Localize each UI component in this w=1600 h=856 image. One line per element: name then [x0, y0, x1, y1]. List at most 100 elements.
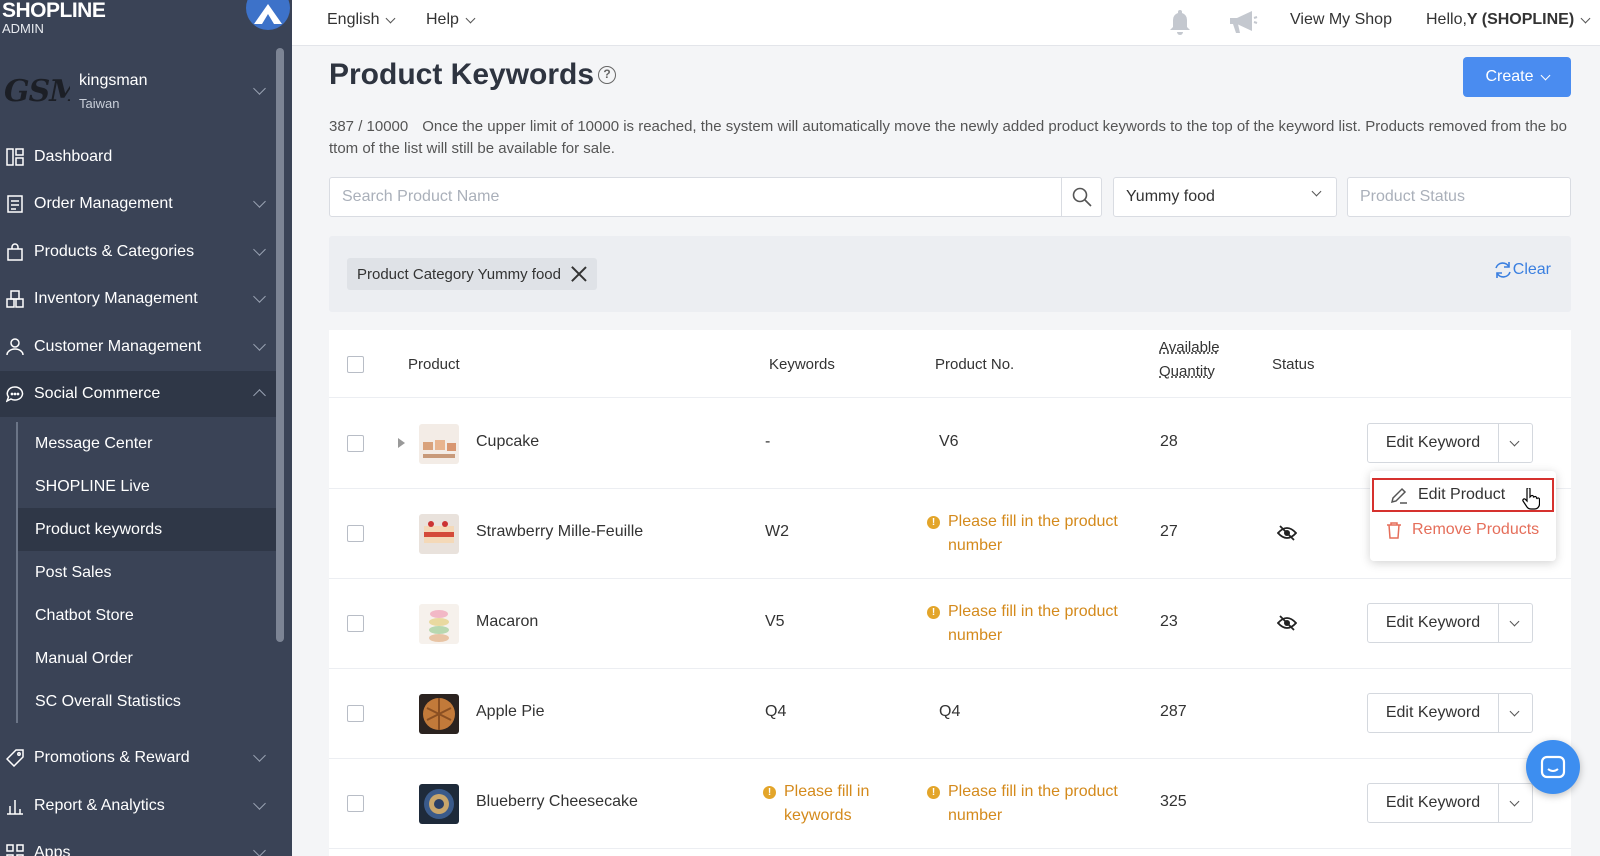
- product-number-warning: ! Please fill in the product number: [927, 600, 1118, 648]
- sidebar-sub-item-sc-overall-statistics[interactable]: SC Overall Statistics: [35, 692, 181, 710]
- app-switch-icon[interactable]: [246, 0, 290, 30]
- header-keywords: Keywords: [769, 356, 835, 373]
- select-all-checkbox[interactable]: [347, 356, 364, 373]
- chevron-down-icon: [253, 195, 266, 208]
- chevron-down-icon: [253, 243, 266, 256]
- sidebar-item-customers[interactable]: Customer Management: [0, 324, 280, 370]
- help-circle-icon[interactable]: ?: [598, 66, 616, 84]
- search-input[interactable]: [330, 178, 1052, 216]
- warning-text-line2: number: [948, 807, 1003, 824]
- sidebar: SHOPLINE ADMIN GSM kingsman Taiwan Dashb…: [0, 0, 292, 856]
- chevron-down-icon: [1509, 706, 1520, 717]
- shop-name: kingsman: [79, 72, 148, 89]
- row-checkbox[interactable]: [347, 525, 364, 542]
- sidebar-sub-item-chatbot-store[interactable]: Chatbot Store: [35, 606, 134, 624]
- row-checkbox[interactable]: [347, 795, 364, 812]
- chevron-down-icon: [253, 749, 266, 762]
- edit-keyword-button[interactable]: Edit Keyword: [1368, 424, 1499, 462]
- chart-icon: [4, 795, 26, 817]
- product-keywords-table: Product Keywords Product No. Available Q…: [329, 330, 1571, 856]
- warning-text-line1: Please fill in the product: [948, 513, 1118, 530]
- search-icon: [1072, 187, 1092, 207]
- product-status-select[interactable]: Product Status: [1347, 177, 1571, 217]
- megaphone-icon[interactable]: [1228, 9, 1258, 35]
- product-number-warning: ! Please fill in the product number: [927, 780, 1118, 828]
- chevron-down-icon: [1509, 796, 1520, 807]
- chevron-down-icon: [1509, 616, 1520, 627]
- greeting-prefix: Hello,: [1426, 11, 1467, 28]
- sidebar-item-products[interactable]: Products & Categories: [0, 229, 280, 275]
- user-menu[interactable]: Hello, Y (SHOPLINE): [1426, 11, 1591, 29]
- create-button[interactable]: Create: [1463, 57, 1571, 97]
- category-select[interactable]: Yummy food: [1113, 177, 1337, 217]
- table-row: Macaron V5 ! Please fill in the product n…: [329, 579, 1571, 669]
- product-search: [329, 177, 1102, 217]
- row-checkbox[interactable]: [347, 435, 364, 452]
- sidebar-item-dashboard[interactable]: Dashboard: [0, 134, 280, 180]
- row-checkbox[interactable]: [347, 705, 364, 722]
- sidebar-sub-item-shopline-live[interactable]: SHOPLINE Live: [35, 477, 150, 495]
- sidebar-item-label: Dashboard: [34, 148, 113, 165]
- hidden-eye-icon: [1276, 615, 1298, 636]
- help-menu[interactable]: Help: [426, 11, 476, 29]
- sidebar-sub-item-manual-order[interactable]: Manual Order: [35, 649, 133, 667]
- sidebar-item-apps[interactable]: Apps: [0, 830, 280, 856]
- chevron-down-icon: [1311, 186, 1322, 197]
- sidebar-item-order-management[interactable]: Order Management: [0, 181, 280, 227]
- clear-filters-button[interactable]: Clear: [1493, 260, 1551, 280]
- sidebar-sub-item-message-center[interactable]: Message Center: [35, 434, 153, 452]
- sidebar-sub-item-post-sales[interactable]: Post Sales: [35, 563, 112, 581]
- edit-product-menu-item[interactable]: Edit Product: [1372, 478, 1554, 512]
- sidebar-item-label: Customer Management: [34, 338, 202, 355]
- sidebar-scrollbar[interactable]: [276, 48, 284, 642]
- language-selector[interactable]: English: [327, 11, 396, 29]
- table-row: Cupcake - V6 28 Edit Keyword: [329, 399, 1571, 489]
- sidebar-sub-item-product-keywords[interactable]: Product keywords: [18, 508, 280, 551]
- view-my-shop-link[interactable]: View My Shop: [1290, 11, 1392, 28]
- active-filters-bar: Product Category Yummy food Clear: [329, 236, 1571, 312]
- edit-keyword-button[interactable]: Edit Keyword: [1368, 784, 1499, 822]
- more-actions-dropdown[interactable]: [1499, 784, 1532, 822]
- available-quantity: 28: [1160, 433, 1178, 450]
- chevron-down-icon: [253, 290, 266, 303]
- sidebar-item-label: Social Commerce: [34, 385, 161, 402]
- product-name[interactable]: Macaron: [476, 613, 539, 630]
- edit-keyword-button[interactable]: Edit Keyword: [1368, 694, 1499, 732]
- product-name[interactable]: Apple Pie: [476, 703, 545, 720]
- product-name[interactable]: Strawberry Mille-Feuille: [476, 523, 644, 540]
- chevron-down-icon: [253, 82, 266, 95]
- chat-support-button[interactable]: [1526, 740, 1580, 794]
- page-title: Product Keywords: [329, 58, 595, 91]
- tag-icon: [4, 747, 26, 769]
- close-icon[interactable]: [571, 266, 587, 282]
- sidebar-item-social-commerce[interactable]: Social Commerce: [0, 371, 280, 417]
- product-name[interactable]: Blueberry Cheesecake: [476, 793, 638, 810]
- more-actions-dropdown[interactable]: [1499, 604, 1532, 642]
- sidebar-item-reports[interactable]: Report & Analytics: [0, 783, 280, 829]
- keyword-count: 387 / 10000: [329, 118, 409, 135]
- product-name[interactable]: Cupcake: [476, 433, 540, 450]
- brand-logo[interactable]: SHOPLINE ADMIN: [2, 0, 106, 35]
- bell-icon[interactable]: [1168, 9, 1192, 35]
- remove-products-label: Remove Products: [1412, 521, 1540, 538]
- chevron-up-icon: [253, 389, 266, 402]
- warning-text-line2: number: [948, 537, 1003, 554]
- filter-chip: Product Category Yummy food: [347, 258, 597, 290]
- filter-chip-label: Product Category Yummy food: [357, 265, 561, 283]
- more-actions-dropdown[interactable]: [1499, 694, 1532, 732]
- row-checkbox[interactable]: [347, 615, 364, 632]
- sidebar-item-inventory[interactable]: Inventory Management: [0, 276, 280, 322]
- warning-icon: !: [927, 786, 940, 799]
- shop-logo: GSM: [4, 74, 70, 109]
- search-button[interactable]: [1061, 178, 1101, 216]
- remove-products-menu-item[interactable]: Remove Products: [1370, 513, 1556, 547]
- shop-switcher[interactable]: GSM kingsman Taiwan: [0, 60, 280, 124]
- expand-row-icon[interactable]: [398, 438, 405, 448]
- dashboard-icon: [4, 146, 26, 168]
- sidebar-item-label: Apps: [34, 844, 71, 856]
- sidebar-item-promotions[interactable]: Promotions & Reward: [0, 735, 280, 781]
- product-number-warning: ! Please fill in the product number: [927, 510, 1118, 558]
- edit-keyword-button[interactable]: Edit Keyword: [1368, 604, 1499, 642]
- more-actions-dropdown[interactable]: [1499, 424, 1532, 462]
- header-available-quantity[interactable]: Available Quantity: [1159, 336, 1220, 384]
